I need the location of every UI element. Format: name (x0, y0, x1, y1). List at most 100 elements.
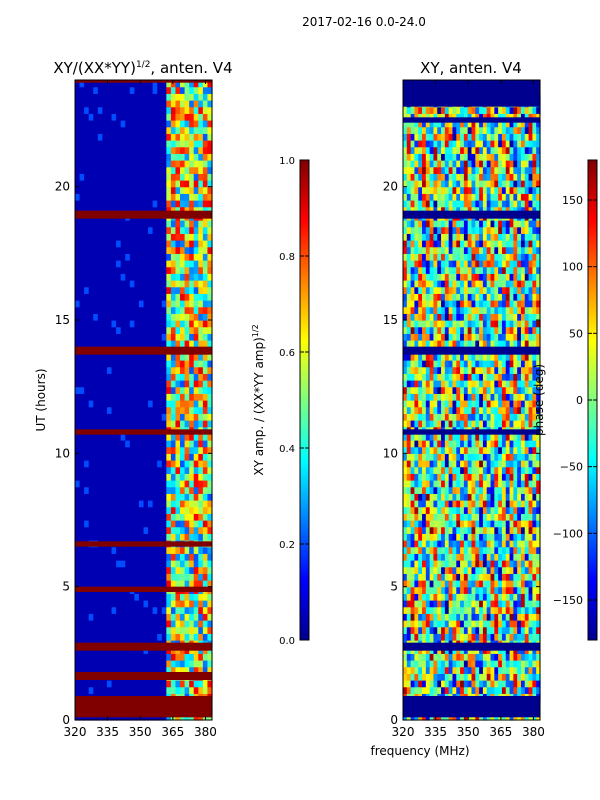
heatmap-cell (501, 533, 507, 541)
heatmap-cell (460, 406, 465, 414)
heatmap-cell (129, 326, 135, 334)
heatmap-cell (120, 353, 126, 361)
heatmap-cell (138, 513, 145, 521)
heatmap-cell (116, 520, 122, 528)
heatmap-cell (460, 633, 465, 641)
heatmap-cell (532, 613, 537, 621)
heatmap-cell (425, 400, 431, 408)
heatmap-cell (106, 533, 113, 541)
heatmap-cell (441, 373, 446, 381)
heatmap-cell (498, 540, 503, 548)
heatmap-cell (494, 586, 499, 594)
heatmap-cell (79, 326, 85, 334)
heatmap-cell (88, 466, 94, 474)
heatmap-cell (161, 526, 167, 534)
heatmap-cell (406, 400, 412, 408)
heatmap-cell (111, 566, 117, 574)
heatmap-cell (433, 553, 438, 561)
heatmap-cell (111, 433, 117, 441)
heatmap-cell (170, 113, 177, 121)
heatmap-cell (157, 520, 163, 528)
heatmap-cell (129, 113, 135, 121)
heatmap-cell (180, 246, 186, 254)
heatmap-cell (184, 480, 190, 488)
heatmap-cell (143, 353, 149, 361)
heatmap-cell (170, 680, 177, 688)
heatmap-cell (143, 126, 149, 134)
heatmap-cell (102, 333, 108, 341)
heatmap-cell (501, 593, 507, 601)
heatmap-cell (532, 586, 537, 594)
heatmap-cell (75, 133, 81, 141)
heatmap-cell (414, 373, 419, 381)
heatmap-cell (97, 433, 103, 441)
heatmap-cell (418, 493, 423, 501)
heatmap-cell (189, 200, 195, 208)
heatmap-cell (93, 553, 99, 561)
heatmap-cell (429, 666, 435, 674)
heatmap-cell (425, 613, 431, 621)
heatmap-cell (97, 180, 103, 188)
heatmap-cell (93, 666, 99, 674)
heatmap-cell (202, 493, 209, 501)
heatmap-cell (88, 633, 94, 641)
heatmap-cell (175, 660, 181, 668)
heatmap-cell (106, 373, 113, 381)
heatmap-cell (166, 553, 172, 561)
heatmap-cell (207, 626, 213, 634)
heatmap-cell (116, 526, 122, 534)
heatmap-cell (170, 300, 177, 308)
heatmap-cell (425, 520, 431, 528)
heatmap-cell (486, 613, 492, 621)
heatmap-cell (79, 233, 85, 241)
heatmap-cell (116, 573, 122, 581)
heatmap-cell (88, 140, 94, 148)
heatmap-cell (193, 253, 199, 261)
heatmap-cell (410, 526, 416, 534)
heatmap-cell (184, 80, 190, 88)
heatmap-cell (486, 593, 492, 601)
heatmap-cell (193, 680, 199, 688)
heatmap-cell (433, 653, 438, 661)
heatmap-cell (152, 313, 158, 321)
heatmap-cell (475, 520, 480, 528)
heatmap-cell (111, 613, 117, 621)
heatmap-cell (143, 420, 149, 428)
heatmap-cell (75, 393, 81, 401)
heatmap-cell (536, 446, 541, 454)
heatmap-cell (79, 420, 85, 428)
heatmap-cell (180, 206, 186, 214)
heatmap-cell (403, 373, 408, 381)
heatmap-cell (524, 540, 530, 548)
heatmap-cell (79, 140, 85, 148)
heatmap-cell (161, 446, 167, 454)
panel1-plot-area (74, 79, 213, 721)
heatmap-cell (410, 593, 416, 601)
heatmap-cell (479, 553, 484, 561)
heatmap-cell (106, 620, 113, 628)
heatmap-cell (84, 86, 90, 94)
heatmap-cell (189, 473, 195, 481)
heatmap-cell (120, 333, 126, 341)
heatmap-cell (79, 200, 85, 208)
heatmap-cell (129, 140, 135, 148)
heatmap-cell (498, 440, 503, 448)
heatmap-cell (207, 446, 213, 454)
heatmap-cell (157, 320, 163, 328)
heatmap-cell (498, 626, 503, 634)
heatmap-cell (517, 466, 522, 474)
heatmap-cell (410, 666, 416, 674)
heatmap-cell (125, 366, 131, 374)
colorbar1-label: XY amp. / (XX*YY amp)1/2 (251, 324, 266, 475)
heatmap-cell (460, 546, 465, 554)
heatmap-cell (79, 253, 85, 261)
heatmap-cell (520, 373, 526, 381)
heatmap-cell (93, 393, 99, 401)
heatmap-cell (505, 353, 511, 361)
heatmap-cell (433, 373, 438, 381)
heatmap-cell (467, 513, 473, 521)
heatmap-cell (75, 440, 81, 448)
heatmap-cell (84, 186, 90, 194)
heatmap-cell (161, 373, 167, 381)
heatmap-cell (202, 553, 209, 561)
